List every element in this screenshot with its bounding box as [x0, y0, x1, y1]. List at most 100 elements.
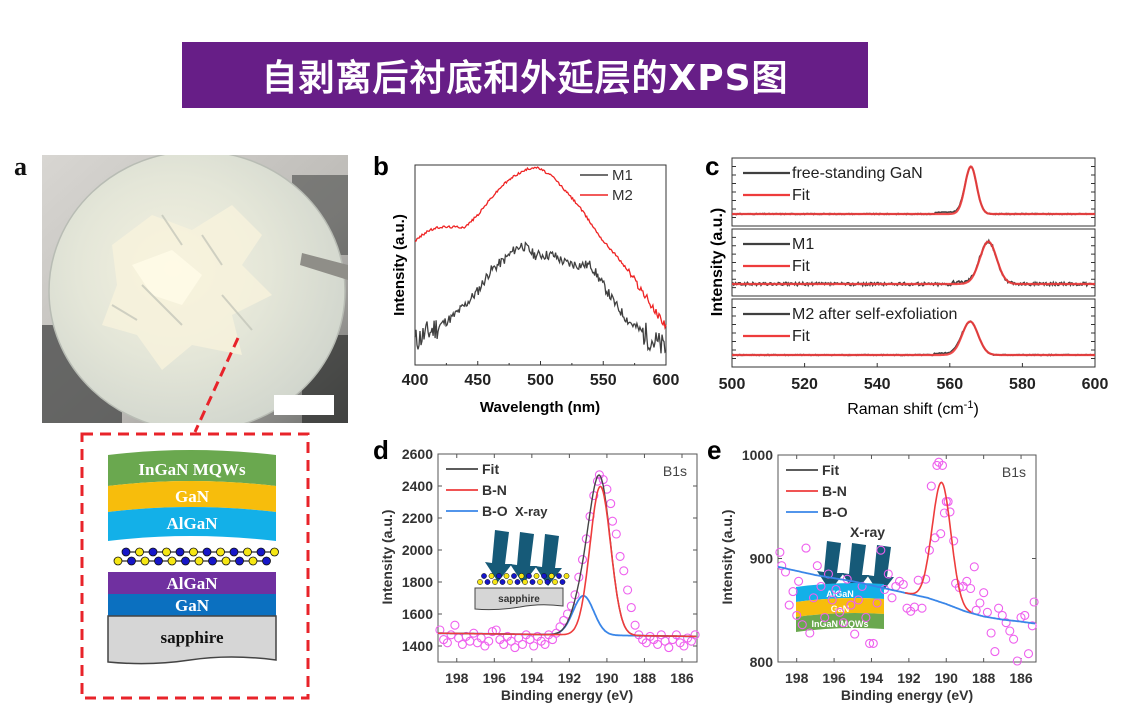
layer-ingan-mqws [108, 450, 276, 486]
data-point [450, 620, 460, 630]
xray-arrow-icon [510, 532, 537, 584]
data-point [525, 635, 535, 645]
x-tick-label: 198 [785, 670, 809, 686]
data-point [941, 497, 951, 507]
inset-layer-label: GaN [831, 604, 850, 614]
panel-label-c: c [705, 151, 719, 181]
data-point [962, 576, 972, 586]
data-point [581, 534, 591, 544]
data-point [529, 641, 539, 651]
atom-nitrogen [175, 547, 185, 557]
data-point [675, 638, 685, 648]
data-point [623, 585, 633, 595]
legend-label: M1 [792, 236, 814, 253]
legend-label-fit: Fit [822, 462, 839, 478]
inset-atom [526, 573, 532, 579]
data-point [465, 636, 475, 646]
data-point [645, 631, 655, 641]
tweezers [300, 253, 348, 280]
legend-label: M2 after self-exfoliation [792, 306, 957, 323]
data-point [495, 635, 505, 645]
data-point [982, 607, 992, 617]
data-point [1001, 618, 1011, 628]
data-point [671, 630, 681, 640]
data-point [876, 545, 886, 555]
data-point [883, 569, 893, 579]
data-point [857, 581, 867, 591]
data-point [926, 481, 936, 491]
data-point [476, 633, 486, 643]
x-tick-label: 600 [1082, 376, 1109, 393]
data-point [521, 630, 531, 640]
data-point [979, 588, 989, 598]
atom-nitrogen [181, 556, 190, 566]
data-point [861, 612, 871, 623]
data-point [577, 555, 588, 565]
xray-arrow-icon [535, 534, 562, 586]
data-point [816, 581, 826, 591]
data-point [514, 633, 524, 643]
subpanel-frame [731, 228, 1096, 297]
chart-d-xlabel: Binding energy (eV) [501, 687, 633, 703]
atom-boron [270, 547, 279, 557]
data-point [969, 562, 979, 572]
data-point [544, 630, 554, 640]
data-point [551, 628, 561, 638]
data-point [1005, 626, 1015, 636]
atom-boron [243, 547, 252, 557]
annotation-b1s: B1s [663, 463, 687, 479]
inset-atom [484, 579, 491, 585]
inset-xray-label: X-ray [850, 524, 885, 540]
data-point [484, 636, 494, 646]
data-point [945, 507, 955, 517]
data-point [820, 612, 830, 623]
legend-label-b-o: B-O [822, 504, 848, 520]
inset-atom [492, 579, 498, 585]
data-point [994, 603, 1004, 613]
data-point [439, 635, 449, 645]
inset-atom [556, 573, 562, 579]
data-point [510, 643, 520, 653]
data-point [921, 574, 931, 584]
y-tick-label: 1000 [742, 447, 773, 463]
x-tick-label: 580 [1009, 376, 1036, 393]
data-point [808, 593, 819, 603]
data-point [1009, 634, 1019, 644]
inset-atom [537, 579, 543, 585]
y-tick-label: 2000 [402, 542, 433, 558]
data-point [865, 638, 875, 648]
inset-atom [552, 579, 558, 585]
data-point [932, 460, 942, 470]
legend-label-m1: M1 [612, 167, 633, 184]
inset-atom [511, 573, 517, 579]
slide-title: 自剥离后衬底和外延层的XPS图 [261, 58, 789, 99]
label-algan-bottom: AlGaN [167, 574, 219, 593]
inset-atom [541, 573, 547, 579]
chart-b-xlabel: Wavelength (nm) [480, 399, 600, 416]
atom-nitrogen [256, 547, 266, 557]
x-tick-label: 186 [670, 670, 694, 686]
inset-atom [529, 579, 536, 585]
data-point [594, 470, 604, 480]
data-point [638, 635, 648, 645]
subpanel-frame [731, 298, 1096, 368]
x-tick-label: 600 [653, 372, 680, 389]
label-sapphire: sapphire [161, 628, 224, 647]
layer-gan-top [108, 481, 276, 512]
data-point [472, 638, 482, 648]
xray-arrow-icon [867, 545, 894, 595]
data-point [780, 567, 791, 577]
x-tick-label: 550 [590, 372, 617, 389]
inset-atom [507, 579, 513, 585]
data-point [986, 628, 996, 638]
data-point [683, 633, 693, 643]
data-point [902, 603, 912, 613]
label-gan-bottom: GaN [175, 596, 210, 615]
legend-label: free-standing GaN [792, 165, 923, 182]
data-point [887, 593, 897, 603]
layer-gan-bottom [108, 594, 276, 616]
inset-atom [481, 573, 487, 579]
data-point [540, 639, 550, 649]
inset-atom [563, 573, 570, 579]
data-point [536, 636, 546, 646]
